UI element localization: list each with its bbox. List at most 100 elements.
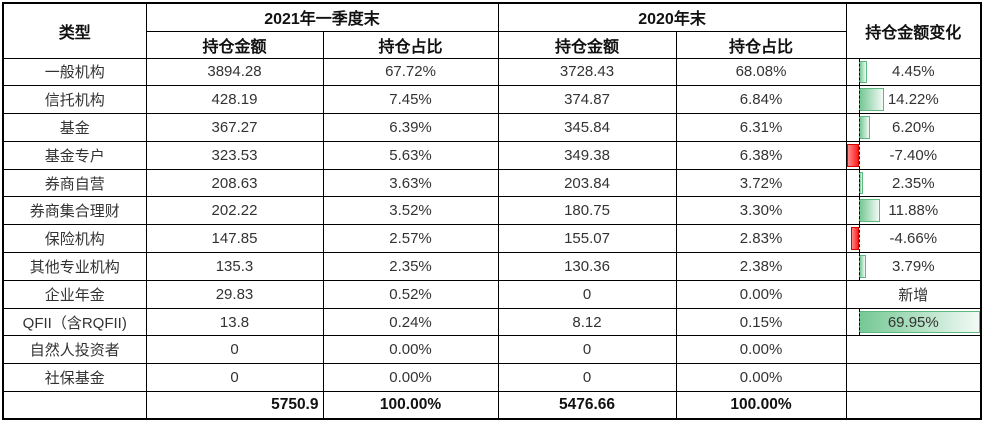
share-2020-cell[interactable]: 3.72% <box>675 168 847 198</box>
table-row: 自然人投资者 0 0.00% 0 0.00% <box>2 335 982 365</box>
change-cell[interactable]: 6.20% <box>845 113 982 142</box>
amount-2020-cell[interactable]: 155.07 <box>497 224 677 254</box>
header-row-subcolumns: 持仓金额 持仓占比 持仓金额 持仓占比 <box>3 30 981 59</box>
change-cell[interactable] <box>845 363 982 393</box>
header-change[interactable]: 持仓金额变化 <box>845 2 982 59</box>
share-2020-cell[interactable]: 68.08% <box>675 57 847 87</box>
share-2021-cell[interactable]: 0.00% <box>322 363 499 393</box>
table-row: 券商集合理财 202.22 3.52% 180.75 3.30% 11.88% <box>2 196 982 226</box>
amount-2020-cell[interactable]: 8.12 <box>497 307 677 337</box>
type-cell[interactable]: 一般机构 <box>2 57 147 87</box>
amount-2021-cell[interactable]: 323.53 <box>145 140 324 170</box>
share-2021-cell[interactable]: 0.24% <box>322 307 499 337</box>
change-cell[interactable]: 14.22% <box>845 85 982 115</box>
amount-2021-cell[interactable]: 0 <box>145 335 324 365</box>
type-cell[interactable]: 自然人投资者 <box>2 335 147 365</box>
share-2020-cell[interactable]: 6.31% <box>675 113 847 142</box>
share-2021-cell[interactable]: 6.39% <box>322 113 499 142</box>
header-period-2021[interactable]: 2021年一季度末 <box>145 2 499 32</box>
data-bar-axis <box>859 142 861 169</box>
change-cell[interactable]: 69.95% <box>845 307 982 337</box>
amount-2020-cell[interactable]: 0 <box>497 363 677 393</box>
header-share-2020[interactable]: 持仓占比 <box>675 30 847 59</box>
share-2021-cell[interactable]: 2.35% <box>322 252 499 281</box>
type-cell[interactable]: 企业年金 <box>2 279 147 309</box>
amount-2020-cell[interactable]: 345.84 <box>497 113 677 142</box>
share-2021-cell[interactable]: 3.52% <box>322 196 499 226</box>
header-period-2020[interactable]: 2020年末 <box>497 2 847 32</box>
data-bar-positive <box>859 60 867 84</box>
amount-2021-cell[interactable]: 208.63 <box>145 168 324 198</box>
share-2020-cell[interactable]: 6.38% <box>675 140 847 170</box>
amount-2020-cell[interactable]: 180.75 <box>497 196 677 226</box>
share-2021-cell[interactable]: 2.57% <box>322 224 499 254</box>
amount-2021-cell[interactable]: 147.85 <box>145 224 324 254</box>
change-cell[interactable]: 11.88% <box>845 196 982 226</box>
total-share-2021-cell[interactable]: 100.00% <box>322 391 499 420</box>
type-cell[interactable]: 保险机构 <box>2 224 147 254</box>
change-cell[interactable]: 3.79% <box>845 252 982 281</box>
header-amount-2020[interactable]: 持仓金额 <box>497 30 677 59</box>
share-2020-cell[interactable]: 3.30% <box>675 196 847 226</box>
amount-2021-cell[interactable]: 0 <box>145 363 324 393</box>
change-value: 69.95% <box>887 313 939 331</box>
amount-2020-cell[interactable]: 0 <box>497 279 677 309</box>
type-cell[interactable]: 社保基金 <box>2 363 147 393</box>
amount-2020-cell[interactable]: 0 <box>497 335 677 365</box>
change-cell[interactable]: 2.35% <box>845 168 982 198</box>
header-amount-2021[interactable]: 持仓金额 <box>145 30 324 59</box>
type-cell[interactable]: 基金 <box>2 113 147 142</box>
table-row: 社保基金 0 0.00% 0 0.00% <box>2 363 982 393</box>
amount-2020-cell[interactable]: 3728.43 <box>497 57 677 87</box>
data-bar-axis <box>859 309 861 335</box>
share-2021-cell[interactable]: 3.63% <box>322 168 499 198</box>
share-2021-cell[interactable]: 0.52% <box>322 279 499 309</box>
share-2020-cell[interactable]: 0.00% <box>675 363 847 393</box>
share-2020-cell[interactable]: 6.84% <box>675 85 847 115</box>
total-type-cell[interactable] <box>2 391 147 420</box>
share-2021-cell[interactable]: 67.72% <box>322 57 499 87</box>
share-2020-cell[interactable]: 2.38% <box>675 252 847 281</box>
amount-2021-cell[interactable]: 202.22 <box>145 196 324 226</box>
amount-2021-cell[interactable]: 428.19 <box>145 85 324 115</box>
type-cell[interactable]: 基金专户 <box>2 140 147 170</box>
change-cell[interactable]: -4.66% <box>845 224 982 254</box>
type-cell[interactable]: 券商集合理财 <box>2 196 147 226</box>
change-value: -7.40% <box>889 146 938 164</box>
type-cell[interactable]: 信托机构 <box>2 85 147 115</box>
share-2020-cell[interactable]: 2.83% <box>675 224 847 254</box>
share-2020-cell[interactable]: 0.00% <box>675 279 847 309</box>
change-cell[interactable]: 4.45% <box>845 57 982 87</box>
type-cell[interactable]: QFII（含RQFII) <box>2 307 147 337</box>
table-row: 券商自营 208.63 3.63% 203.84 3.72% 2.35% <box>2 168 982 198</box>
type-cell[interactable]: 券商自营 <box>2 168 147 198</box>
amount-2020-cell[interactable]: 374.87 <box>497 85 677 115</box>
change-cell[interactable] <box>845 335 982 365</box>
data-bar-positive <box>859 199 880 223</box>
share-2021-cell[interactable]: 5.63% <box>322 140 499 170</box>
amount-2020-cell[interactable]: 203.84 <box>497 168 677 198</box>
change-cell[interactable]: 新增 <box>845 279 982 309</box>
amount-2021-cell[interactable]: 135.3 <box>145 252 324 281</box>
total-share-2020-cell[interactable]: 100.00% <box>675 391 847 420</box>
header-type[interactable]: 类型 <box>2 2 147 59</box>
amount-2021-cell[interactable]: 3894.28 <box>145 57 324 87</box>
amount-2021-cell[interactable]: 367.27 <box>145 113 324 142</box>
amount-2020-cell[interactable]: 349.38 <box>497 140 677 170</box>
data-bar-positive <box>859 88 884 112</box>
data-bar-negative <box>851 227 860 251</box>
change-cell[interactable] <box>845 391 982 420</box>
header-share-2021[interactable]: 持仓占比 <box>322 30 499 59</box>
amount-2021-cell[interactable]: 13.8 <box>145 307 324 337</box>
total-amount-2020-cell[interactable]: 5476.66 <box>497 391 677 420</box>
share-2020-cell[interactable]: 0.00% <box>675 335 847 365</box>
amount-2020-cell[interactable]: 130.36 <box>497 252 677 281</box>
share-2020-cell[interactable]: 0.15% <box>675 307 847 337</box>
share-2021-cell[interactable]: 0.00% <box>322 335 499 365</box>
total-amount-2021-cell[interactable]: 5750.9 <box>145 391 324 420</box>
change-cell[interactable]: -7.40% <box>845 140 982 170</box>
change-value: 3.79% <box>892 257 935 275</box>
type-cell[interactable]: 其他专业机构 <box>2 252 147 281</box>
share-2021-cell[interactable]: 7.45% <box>322 85 499 115</box>
amount-2021-cell[interactable]: 29.83 <box>145 279 324 309</box>
